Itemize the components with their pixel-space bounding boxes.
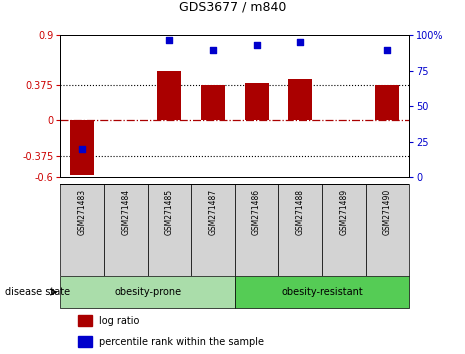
- Bar: [375, 85, 399, 120]
- Bar: [201, 85, 225, 120]
- Bar: [78, 315, 92, 326]
- Bar: [191, 184, 235, 276]
- Text: percentile rank within the sample: percentile rank within the sample: [99, 337, 264, 347]
- Bar: [60, 276, 235, 308]
- Text: GSM271489: GSM271489: [339, 189, 348, 235]
- Bar: [235, 184, 279, 276]
- Text: GSM271490: GSM271490: [383, 189, 392, 235]
- Bar: [235, 276, 409, 308]
- Text: GDS3677 / m840: GDS3677 / m840: [179, 1, 286, 13]
- Point: [79, 146, 86, 152]
- Point: [297, 40, 304, 45]
- Bar: [288, 79, 312, 120]
- Text: GSM271487: GSM271487: [208, 189, 218, 235]
- Bar: [279, 184, 322, 276]
- Bar: [365, 184, 409, 276]
- Text: log ratio: log ratio: [99, 316, 139, 326]
- Point: [384, 47, 391, 52]
- Bar: [60, 184, 104, 276]
- Text: GSM271485: GSM271485: [165, 189, 174, 235]
- Point: [166, 37, 173, 42]
- Text: obesity-prone: obesity-prone: [114, 287, 181, 297]
- Bar: [245, 82, 269, 120]
- Bar: [158, 71, 181, 120]
- Bar: [322, 184, 365, 276]
- Point: [253, 42, 260, 48]
- Bar: [70, 120, 94, 175]
- Bar: [78, 336, 92, 347]
- Bar: [148, 184, 191, 276]
- Text: GSM271484: GSM271484: [121, 189, 130, 235]
- Text: GSM271483: GSM271483: [78, 189, 87, 235]
- Text: GSM271486: GSM271486: [252, 189, 261, 235]
- Bar: [104, 184, 147, 276]
- Text: GSM271488: GSM271488: [296, 189, 305, 235]
- Text: disease state: disease state: [5, 287, 70, 297]
- Text: obesity-resistant: obesity-resistant: [281, 287, 363, 297]
- Point: [209, 47, 217, 52]
